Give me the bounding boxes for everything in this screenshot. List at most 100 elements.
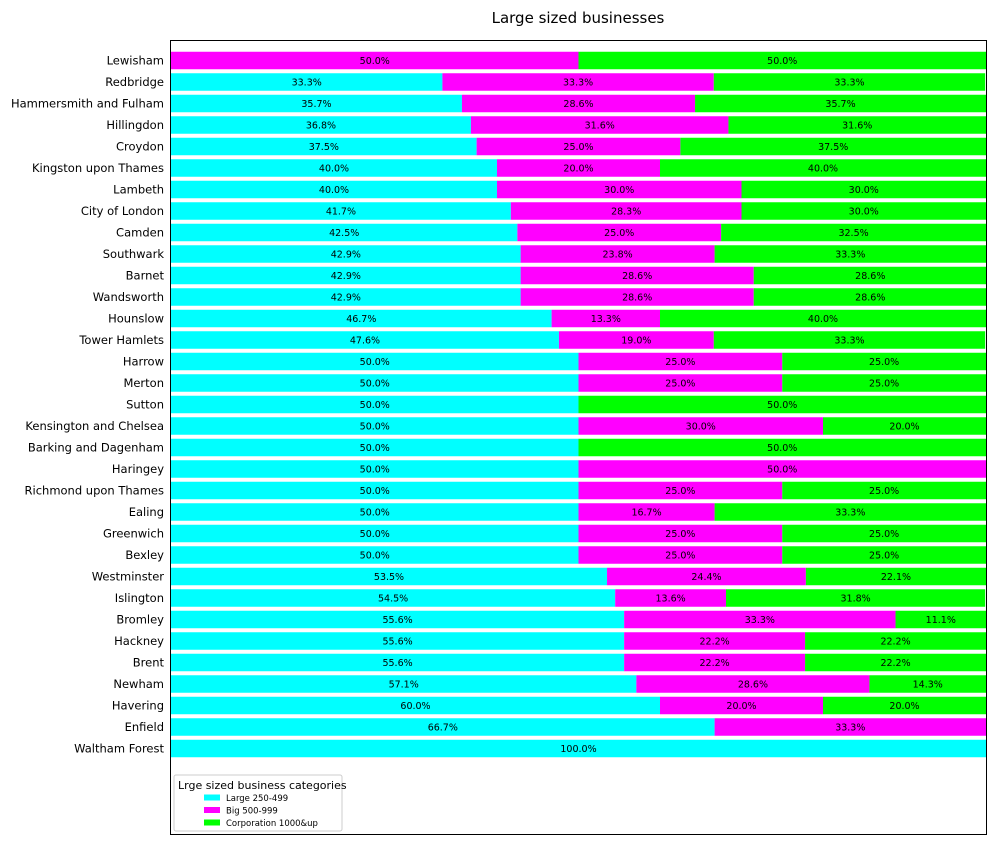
y-tick-label: Wandsworth bbox=[93, 290, 164, 304]
data-label: 31.6% bbox=[842, 121, 872, 132]
y-tick-label: Newham bbox=[113, 677, 164, 691]
bar-segment bbox=[171, 632, 625, 650]
y-tick-label: Barking and Dagenham bbox=[28, 441, 164, 455]
y-tick-label: Westminster bbox=[92, 570, 165, 584]
bar-segment bbox=[660, 159, 986, 177]
bar-segment bbox=[741, 202, 986, 220]
data-label: 30.0% bbox=[604, 185, 634, 196]
bar-segment bbox=[782, 524, 986, 543]
y-tick-label: Islington bbox=[115, 591, 164, 605]
bar-segment bbox=[753, 288, 987, 306]
data-label: 28.6% bbox=[563, 99, 593, 110]
bar-segment bbox=[578, 546, 783, 564]
data-label: 25.0% bbox=[665, 357, 695, 368]
bar-segment bbox=[171, 567, 608, 586]
bar-segment bbox=[660, 696, 823, 715]
bar-segment bbox=[171, 180, 497, 199]
data-label: 50.0% bbox=[360, 465, 390, 476]
bar-segment bbox=[171, 524, 579, 543]
bar-segment bbox=[714, 718, 986, 736]
y-tick-label: Enfield bbox=[125, 720, 164, 734]
data-label: 36.8% bbox=[306, 121, 336, 132]
bar-segment bbox=[171, 51, 579, 70]
data-label: 50.0% bbox=[360, 357, 390, 368]
bar-segment bbox=[551, 309, 660, 328]
data-label: 22.2% bbox=[700, 658, 730, 669]
legend-entry-label: Large 250-499 bbox=[226, 794, 288, 804]
y-tick-label: Camden bbox=[116, 226, 164, 240]
bar-segment bbox=[517, 223, 722, 242]
bar-segment bbox=[171, 202, 511, 220]
data-label: 100.0% bbox=[560, 744, 596, 755]
data-label: 31.8% bbox=[841, 594, 871, 605]
data-label: 14.3% bbox=[913, 680, 943, 691]
data-label: 30.0% bbox=[849, 185, 879, 196]
bar-segment bbox=[615, 589, 727, 607]
bar-segment bbox=[476, 137, 681, 156]
y-tick-label: Croydon bbox=[116, 140, 164, 154]
data-label: 20.0% bbox=[889, 701, 919, 712]
data-label: 40.0% bbox=[808, 164, 838, 175]
data-label: 50.0% bbox=[767, 443, 797, 454]
data-label: 16.7% bbox=[631, 508, 661, 519]
bar-segment bbox=[171, 395, 579, 414]
data-label: 25.0% bbox=[563, 142, 593, 153]
bar-segment bbox=[171, 116, 471, 134]
plot-frame bbox=[170, 40, 987, 835]
bar-segment bbox=[442, 73, 714, 91]
bar-segment bbox=[578, 438, 986, 457]
data-label: 28.6% bbox=[738, 680, 768, 691]
data-label: 20.0% bbox=[563, 164, 593, 175]
data-label: 33.3% bbox=[834, 336, 864, 347]
legend-swatch bbox=[204, 819, 220, 826]
data-label: 40.0% bbox=[808, 314, 838, 325]
bar-segment bbox=[520, 266, 754, 285]
bar-segment bbox=[171, 245, 521, 263]
data-label: 40.0% bbox=[319, 164, 349, 175]
y-tick-label: Hackney bbox=[114, 634, 164, 648]
data-label: 25.0% bbox=[665, 529, 695, 540]
data-label: 22.2% bbox=[700, 637, 730, 648]
bar-segment bbox=[695, 94, 986, 113]
bar-segment bbox=[607, 567, 806, 586]
data-label: 33.3% bbox=[292, 78, 322, 89]
bar-segment bbox=[171, 481, 579, 500]
bar-segment bbox=[805, 632, 986, 650]
data-label: 32.5% bbox=[838, 228, 868, 239]
bar-segment bbox=[171, 503, 579, 521]
bar-segment bbox=[171, 73, 443, 91]
bar-segment bbox=[578, 374, 783, 392]
bar-segment bbox=[171, 589, 616, 607]
data-label: 22.2% bbox=[880, 637, 910, 648]
data-label: 33.3% bbox=[563, 78, 593, 89]
data-label: 50.0% bbox=[360, 400, 390, 411]
bar-segment bbox=[171, 223, 518, 242]
data-label: 25.0% bbox=[869, 379, 899, 390]
data-label: 35.7% bbox=[301, 99, 331, 110]
legend-swatch bbox=[204, 807, 220, 813]
legend-swatch bbox=[204, 794, 220, 801]
y-tick-label: City of London bbox=[81, 204, 164, 218]
bar-segment bbox=[721, 223, 986, 242]
bar-segment bbox=[578, 417, 823, 435]
bar-segment bbox=[823, 696, 986, 715]
data-label: 13.3% bbox=[591, 314, 621, 325]
data-label: 57.1% bbox=[389, 680, 419, 691]
y-tick-label: Merton bbox=[123, 376, 164, 390]
data-label: 42.9% bbox=[331, 293, 361, 304]
bar-segment bbox=[624, 653, 806, 672]
y-tick-label: Kensington and Chelsea bbox=[25, 419, 164, 433]
data-label: 66.7% bbox=[428, 723, 458, 734]
chart-title: Large sized businesses bbox=[492, 9, 665, 27]
data-label: 41.7% bbox=[326, 207, 356, 218]
bar-segment bbox=[171, 610, 625, 629]
bar-segment bbox=[558, 331, 714, 349]
y-tick-label: Kingston upon Thames bbox=[32, 161, 164, 175]
data-label: 20.0% bbox=[726, 701, 756, 712]
bar-segment bbox=[470, 116, 729, 134]
data-label: 24.4% bbox=[691, 572, 721, 583]
bar-segment bbox=[782, 546, 986, 564]
data-label: 28.6% bbox=[622, 293, 652, 304]
bar-segment bbox=[171, 718, 715, 736]
